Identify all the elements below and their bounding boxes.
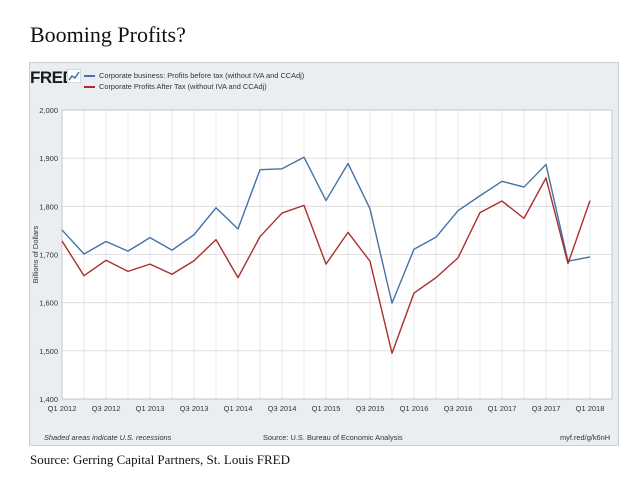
recession-note: Shaded areas indicate U.S. recessions: [44, 433, 172, 442]
legend-item-after-tax: Corporate Profits After Tax (without IVA…: [84, 81, 304, 92]
x-tick-label: Q3 2016: [444, 404, 473, 413]
x-tick-label: Q1 2012: [48, 404, 77, 413]
legend-label-after-tax: Corporate Profits After Tax (without IVA…: [99, 82, 267, 91]
legend-swatch-before-tax: [84, 74, 95, 77]
x-tick-label: Q3 2014: [268, 404, 297, 413]
x-tick-label: Q1 2015: [312, 404, 341, 413]
series-line-after-tax: [61, 177, 591, 354]
x-tick-label: Q1 2016: [400, 404, 429, 413]
page-title: Booming Profits?: [30, 22, 186, 47]
chart-short-url[interactable]: myf.red/g/k6nH: [560, 433, 611, 442]
x-tick-label: Q3 2015: [356, 404, 385, 413]
x-tick-label: Q1 2017: [488, 404, 517, 413]
y-tick-label: 2,000: [39, 106, 58, 115]
x-tick-label: Q1 2018: [576, 404, 605, 413]
y-tick-label: 1,400: [39, 395, 58, 404]
y-tick-label: 1,800: [39, 202, 58, 211]
x-tick-label: Q1 2013: [136, 404, 165, 413]
x-tick-label: Q1 2014: [224, 404, 253, 413]
y-tick-label: 1,900: [39, 154, 58, 163]
legend-label-before-tax: Corporate business: Profits before tax (…: [99, 71, 305, 80]
fred-logo: FRED: [30, 68, 75, 87]
x-tick-label: Q3 2017: [532, 404, 561, 413]
fred-logo-chart-icon: [67, 69, 81, 83]
source-caption: Source: Gerring Capital Partners, St. Lo…: [30, 452, 290, 467]
x-tick-label: Q3 2013: [180, 404, 209, 413]
series-line-before-tax: [61, 156, 591, 304]
chart-legend: Corporate business: Profits before tax (…: [84, 70, 304, 92]
x-tick-label: Q3 2012: [92, 404, 121, 413]
y-tick-label: 1,700: [39, 251, 58, 260]
legend-item-before-tax: Corporate business: Profits before tax (…: [84, 70, 304, 81]
y-tick-label: 1,600: [39, 299, 58, 308]
y-tick-label: 1,500: [39, 347, 58, 356]
legend-swatch-after-tax: [84, 85, 95, 88]
y-axis-label: Billions of Dollars: [31, 225, 40, 283]
chart-source-note: Source: U.S. Bureau of Economic Analysis: [263, 433, 403, 442]
plot-border: [61, 109, 613, 400]
